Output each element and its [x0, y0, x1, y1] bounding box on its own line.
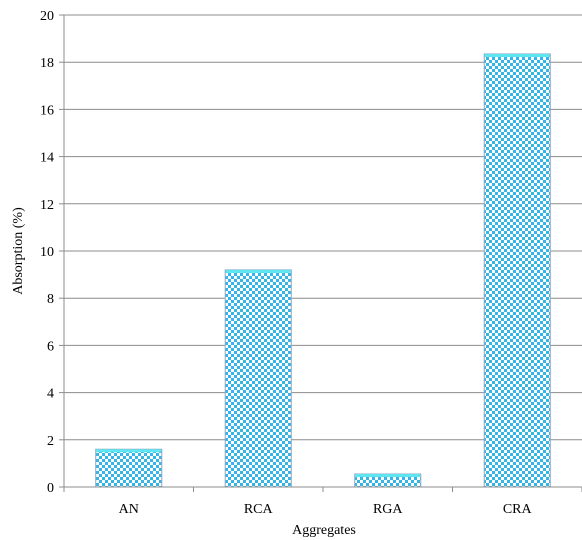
y-tick-label: 4 [47, 387, 54, 402]
bars [95, 53, 551, 488]
x-tick-label: AN [119, 502, 139, 517]
x-tick-label: RGA [373, 502, 403, 517]
bar-top-edge [96, 449, 162, 453]
y-tick-label: 0 [47, 481, 54, 496]
bar-top-edge [484, 53, 550, 57]
y-axis-title: Absorption (%) [11, 207, 26, 295]
x-tick-labels: AN RCA RGA CRA [119, 502, 533, 517]
bar-top-edge [355, 474, 421, 478]
x-tick-label: RCA [244, 502, 274, 517]
y-tick-label: 2 [47, 434, 54, 449]
y-tick-label: 20 [40, 9, 54, 24]
y-tick-label: 6 [47, 339, 54, 354]
bar-rca [224, 269, 292, 488]
x-axis-title: Aggregates [292, 523, 356, 538]
y-tick-labels: 0 2 4 6 8 10 12 14 16 18 20 [40, 9, 54, 496]
y-tick-label: 16 [40, 103, 54, 118]
y-tick-label: 12 [40, 198, 54, 213]
y-tick-label: 8 [47, 292, 54, 307]
y-tick-label: 18 [40, 56, 54, 71]
y-tick-label: 10 [40, 245, 54, 260]
bar-top-edge [225, 269, 291, 273]
bar-an [95, 448, 163, 488]
x-tick-label: CRA [503, 502, 533, 517]
y-tick-label: 14 [40, 151, 54, 166]
axes [63, 15, 582, 492]
bar-cra [483, 53, 551, 488]
